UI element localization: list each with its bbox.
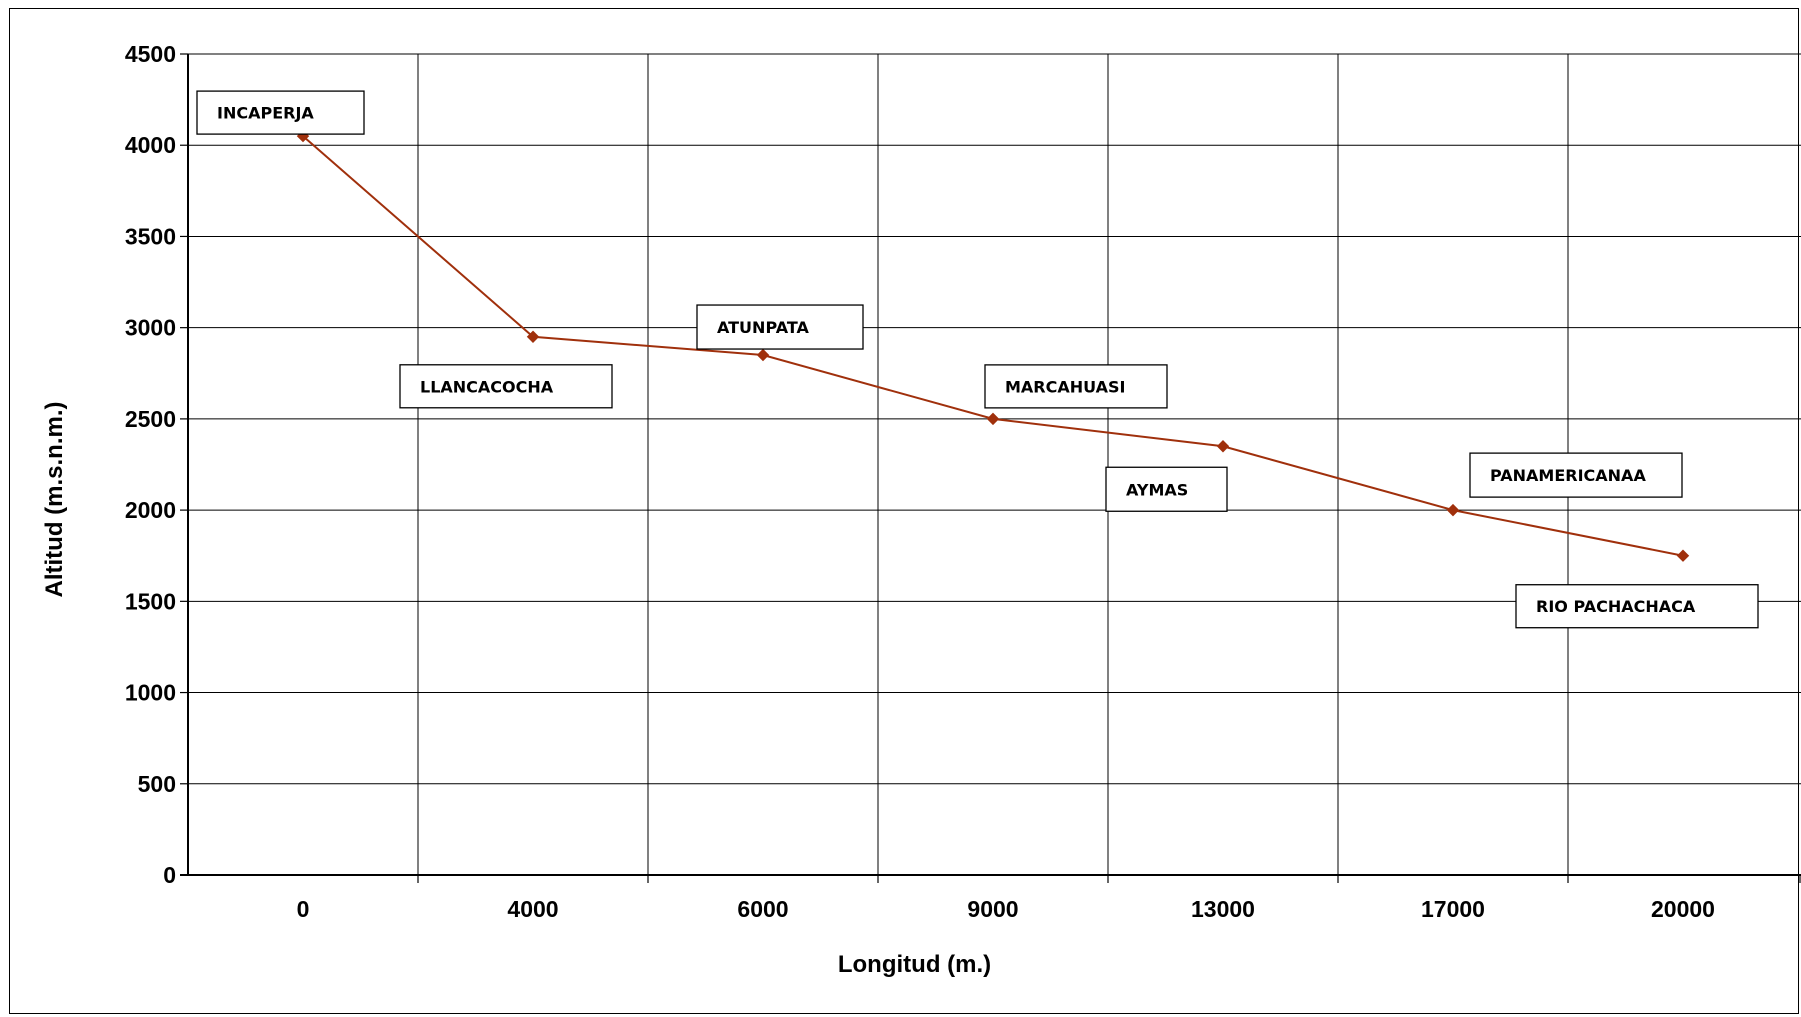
point-label-text: AYMAS: [1126, 480, 1188, 499]
point-label-box: [1469, 452, 1683, 498]
chart-frame: [9, 8, 1799, 1014]
data-point-marker: [1676, 549, 1690, 562]
point-label-text: ATUNPATA: [717, 318, 810, 337]
point-labels: INCAPERJA LLANCACOCHA ATUNPATA MARCAHUASI AY…: [196, 90, 1759, 629]
y-tick-label: 3000: [125, 315, 176, 341]
x-tick-label: 9000: [967, 896, 1018, 922]
y-axis-title: Altitud (m.s.n.m.): [41, 402, 68, 598]
point-label-text: LLANCACOCHA: [420, 377, 554, 396]
grid: [188, 53, 1801, 875]
point-label-box: [1515, 584, 1759, 629]
y-tick-label: 4000: [125, 132, 176, 158]
point-label-box: [196, 90, 365, 135]
y-tick-label: 2500: [125, 406, 176, 432]
y-tick-label: 3500: [125, 223, 176, 249]
x-tick-labels: 0 4000 6000 9000 13000 17000 20000: [297, 896, 1715, 922]
x-tick-label: 4000: [507, 896, 558, 922]
point-label-box: [696, 304, 864, 350]
x-tick-label: 20000: [1651, 896, 1715, 922]
data-point-marker: [986, 412, 1000, 426]
point-label-text: INCAPERJA: [217, 104, 314, 123]
y-tick-label: 1500: [125, 588, 176, 614]
point-label-box: [984, 364, 1168, 409]
data-point-marker: [1216, 440, 1230, 453]
axes: [180, 53, 1801, 883]
data-point-marker: [756, 348, 770, 362]
data-point-marker: [526, 330, 540, 343]
data-point-marker: [1446, 503, 1460, 517]
x-tick-label: 6000: [737, 896, 788, 922]
point-label-text: MARCAHUASI: [1005, 377, 1126, 396]
y-tick-label: 4500: [125, 41, 176, 67]
point-label-text: RIO PACHACHACA: [1536, 597, 1696, 616]
y-tick-label: 2000: [125, 497, 176, 523]
point-label-text: PANAMERICANAA: [1490, 466, 1646, 485]
y-tick-label: 500: [138, 771, 176, 797]
y-tick-labels: 0 500 1000 1500 2000 2500 3000 3500 4000 4500: [125, 41, 176, 888]
series-altitude: [296, 129, 1690, 562]
point-label-box: [1105, 466, 1228, 512]
x-tick-label: 17000: [1421, 896, 1485, 922]
x-axis-title: Longitud (m.): [838, 951, 991, 978]
y-tick-label: 1000: [125, 680, 176, 706]
point-label-box: [399, 364, 613, 409]
y-tick-label: 0: [163, 862, 176, 888]
x-tick-label: 13000: [1191, 896, 1255, 922]
x-tick-label: 0: [297, 896, 310, 922]
